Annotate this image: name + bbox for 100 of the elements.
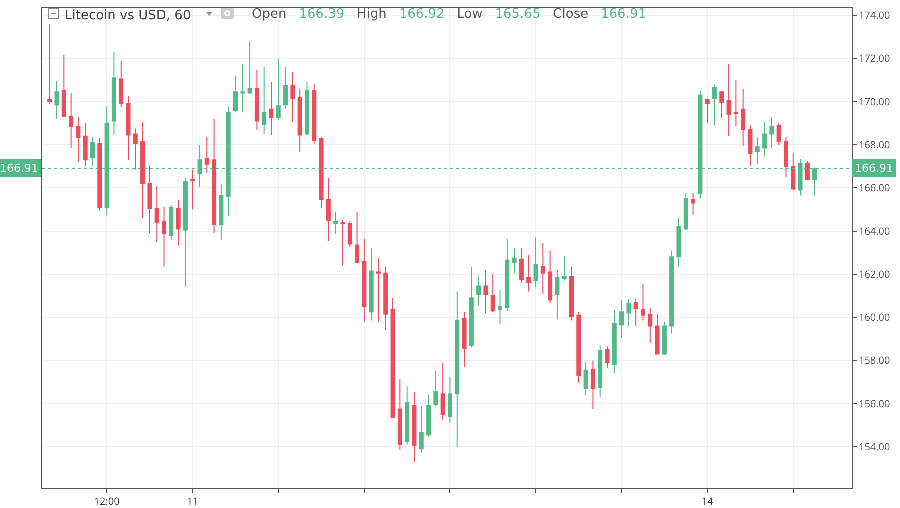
candlestick: [376, 258, 381, 322]
candlestick: [476, 276, 482, 306]
candlestick: [62, 54, 66, 118]
candlestick: [48, 24, 52, 104]
candlestick: [712, 85, 717, 126]
candlestick: [190, 169, 196, 210]
candlestick: [734, 80, 738, 128]
candlestick: [555, 270, 560, 320]
candlestick: [126, 96, 131, 161]
candlestick: [183, 178, 188, 288]
candlestick: [620, 300, 624, 339]
y-tick-label: 154.00: [859, 440, 890, 454]
candlestick: [233, 75, 238, 114]
candlestick: [612, 310, 617, 374]
candlestick: [355, 211, 360, 264]
candlestick: [426, 394, 432, 438]
candlestick: [519, 248, 524, 284]
candlestick: [784, 136, 788, 178]
candlestick: [348, 221, 352, 248]
candlestick: [526, 254, 532, 292]
candlestick: [169, 204, 174, 240]
candlestick: [662, 321, 667, 356]
candlestick: [304, 82, 310, 136]
candlestick: [741, 88, 746, 147]
candlestick: [805, 160, 810, 182]
candlestick: [670, 250, 674, 334]
candlestick: [269, 82, 274, 136]
candlestick: [140, 122, 146, 219]
candlestick: [605, 346, 610, 369]
candlestick: [648, 307, 653, 344]
candlestick: [776, 122, 782, 146]
y-tick-label: 162.00: [859, 266, 890, 281]
y-tick-label: 172.00: [859, 51, 890, 66]
candlestick: [319, 136, 324, 210]
candlestick: [412, 392, 417, 463]
candlestick: [248, 40, 252, 95]
y-tick-label: 174.00: [859, 8, 890, 22]
x-tick-label: 14: [702, 494, 714, 508]
candlestick: [176, 200, 181, 246]
candlestick: [655, 314, 660, 355]
candlestick: [384, 266, 388, 332]
y-tick-label: 170.00: [859, 94, 890, 108]
candlestick: [505, 238, 510, 312]
candlestick: [576, 312, 582, 384]
chart-subtitle: Open 166.39 High 166.92 Low 165.65 Close 166.91: [252, 7, 646, 22]
candlestick: [98, 138, 102, 212]
candlestick: [720, 90, 724, 119]
candlestick: [462, 312, 467, 368]
candlestick: [490, 274, 496, 313]
candlestick: [312, 84, 317, 144]
text: 166.91: [0, 162, 38, 175]
candlestick: [398, 378, 402, 451]
candlestick: [254, 70, 260, 130]
candlestick: [626, 298, 632, 327]
candlestick: [148, 164, 152, 234]
candlestick: [440, 362, 446, 421]
candlestick: [498, 290, 503, 325]
candlestick: [598, 345, 603, 398]
x-tick-label: 12:00: [94, 494, 120, 508]
candlestick: [83, 122, 88, 168]
candlestick: [298, 88, 302, 154]
candlestick: [290, 72, 296, 123]
candlestick: [362, 238, 367, 322]
y-tick-label: 158.00: [859, 353, 890, 368]
candlestick: [562, 256, 567, 282]
candlestick: [54, 80, 60, 120]
candlestick: [276, 58, 281, 121]
ref-line-label: 166.91: [855, 162, 894, 175]
candlestick: [691, 193, 696, 216]
candlestick: [390, 298, 396, 418]
candlestick: [705, 98, 710, 124]
candlestick: [540, 242, 546, 294]
candlestick: [791, 153, 796, 191]
candlestick: [755, 136, 760, 165]
candlestick: [69, 92, 74, 149]
candlestick: [334, 211, 338, 236]
candlestick: [262, 66, 267, 135]
candlestick: [76, 116, 81, 163]
y-tick-label: 168.00: [859, 137, 890, 152]
y-tick-label: 164.00: [859, 224, 890, 238]
candlestick: [726, 64, 732, 137]
candlestick: [512, 248, 517, 274]
candlestick: [284, 66, 288, 110]
candlestick: [340, 220, 346, 266]
candlestick: [448, 376, 452, 424]
candlestick: [112, 52, 116, 136]
candlestick: [455, 291, 460, 448]
candlestick: [405, 386, 410, 446]
candlestick: [762, 122, 768, 158]
x-tick-label: 11: [187, 494, 199, 508]
candlestick: [119, 60, 124, 108]
candlestick: [212, 118, 217, 234]
candlestick: [548, 250, 553, 304]
y-tick-label: 160.00: [859, 310, 890, 324]
candlestick: [770, 116, 774, 149]
candlestick: [676, 218, 682, 268]
candlestick: [748, 125, 753, 168]
candlestick: [240, 64, 246, 114]
candlestick: [634, 298, 638, 327]
candlestick: [640, 284, 646, 322]
